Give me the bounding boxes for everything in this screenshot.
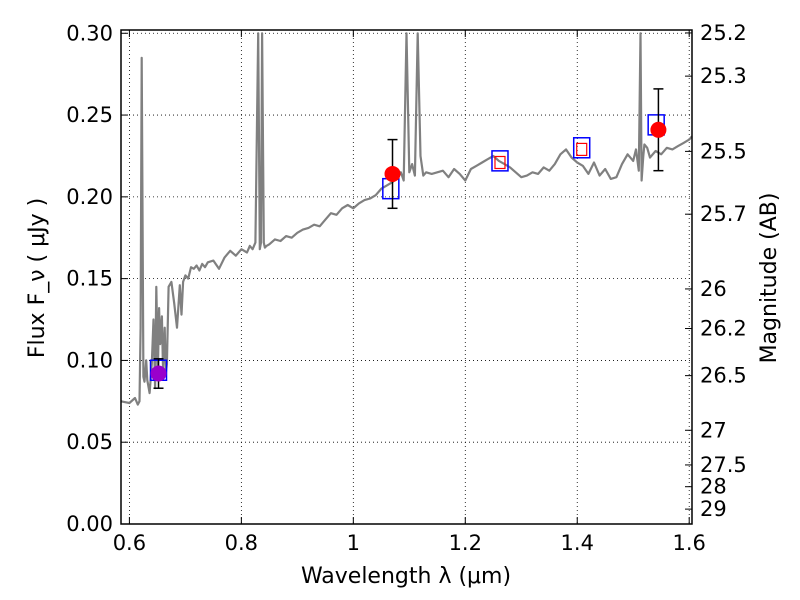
ticks-layer: 0.6 0.8 1 1.2 1.4 1.6 0.00 0.05 0.10 0.15 0.20 0.25…	[66, 21, 747, 555]
right-axis-label: Magnitude (AB)	[757, 193, 782, 364]
band-mark-square	[576, 142, 588, 157]
y-tick-label: 0.25	[66, 103, 113, 127]
x-axis-label: Wavelength λ (μm)	[301, 564, 511, 589]
model-band-flux-square	[491, 150, 509, 172]
photometry-point	[650, 121, 667, 138]
points-layer	[149, 88, 667, 389]
mag-tick-label: 25.3	[700, 64, 747, 88]
plot-frame	[120, 29, 693, 525]
mag-tick-label: 27	[700, 418, 727, 442]
x-tick-label: 1.2	[449, 531, 482, 555]
x-tick-label: 1.6	[672, 531, 705, 555]
y-tick-label: 0.05	[66, 430, 113, 454]
x-tick-label: 0.6	[113, 531, 146, 555]
y-tick-label: 0.30	[66, 21, 113, 45]
mag-tick-label: 25.7	[700, 202, 747, 226]
mag-tick-label: 25.2	[700, 21, 747, 45]
photometry-point	[384, 165, 401, 182]
spectrum-layer	[120, 32, 693, 406]
model-spectrum-line	[120, 32, 693, 406]
photometry-point	[150, 365, 167, 382]
y-tick-label: 0.10	[66, 348, 113, 372]
mag-tick-label: 26.5	[700, 364, 747, 388]
mag-tick-label: 28	[700, 475, 727, 499]
mag-tick-label: 25.5	[700, 139, 747, 163]
model-band-flux-square	[572, 137, 591, 159]
mag-tick-label: 29	[700, 497, 727, 521]
y-tick-label: 0.20	[66, 185, 113, 209]
mag-tick-label: 26.2	[700, 317, 747, 341]
y-tick-label: 0.00	[66, 512, 113, 536]
y-tick-label: 0.15	[66, 267, 113, 291]
mag-tick-label: 26	[700, 277, 727, 301]
band-mark-square	[494, 155, 506, 170]
x-tick-label: 1.4	[561, 531, 594, 555]
y-axis-label: Flux F_ν ( μJy )	[25, 198, 50, 358]
grid-layer	[121, 30, 692, 525]
x-tick-label: 0.8	[225, 531, 258, 555]
x-tick-label: 1	[347, 531, 360, 555]
mag-tick-label: 27.5	[700, 453, 747, 477]
